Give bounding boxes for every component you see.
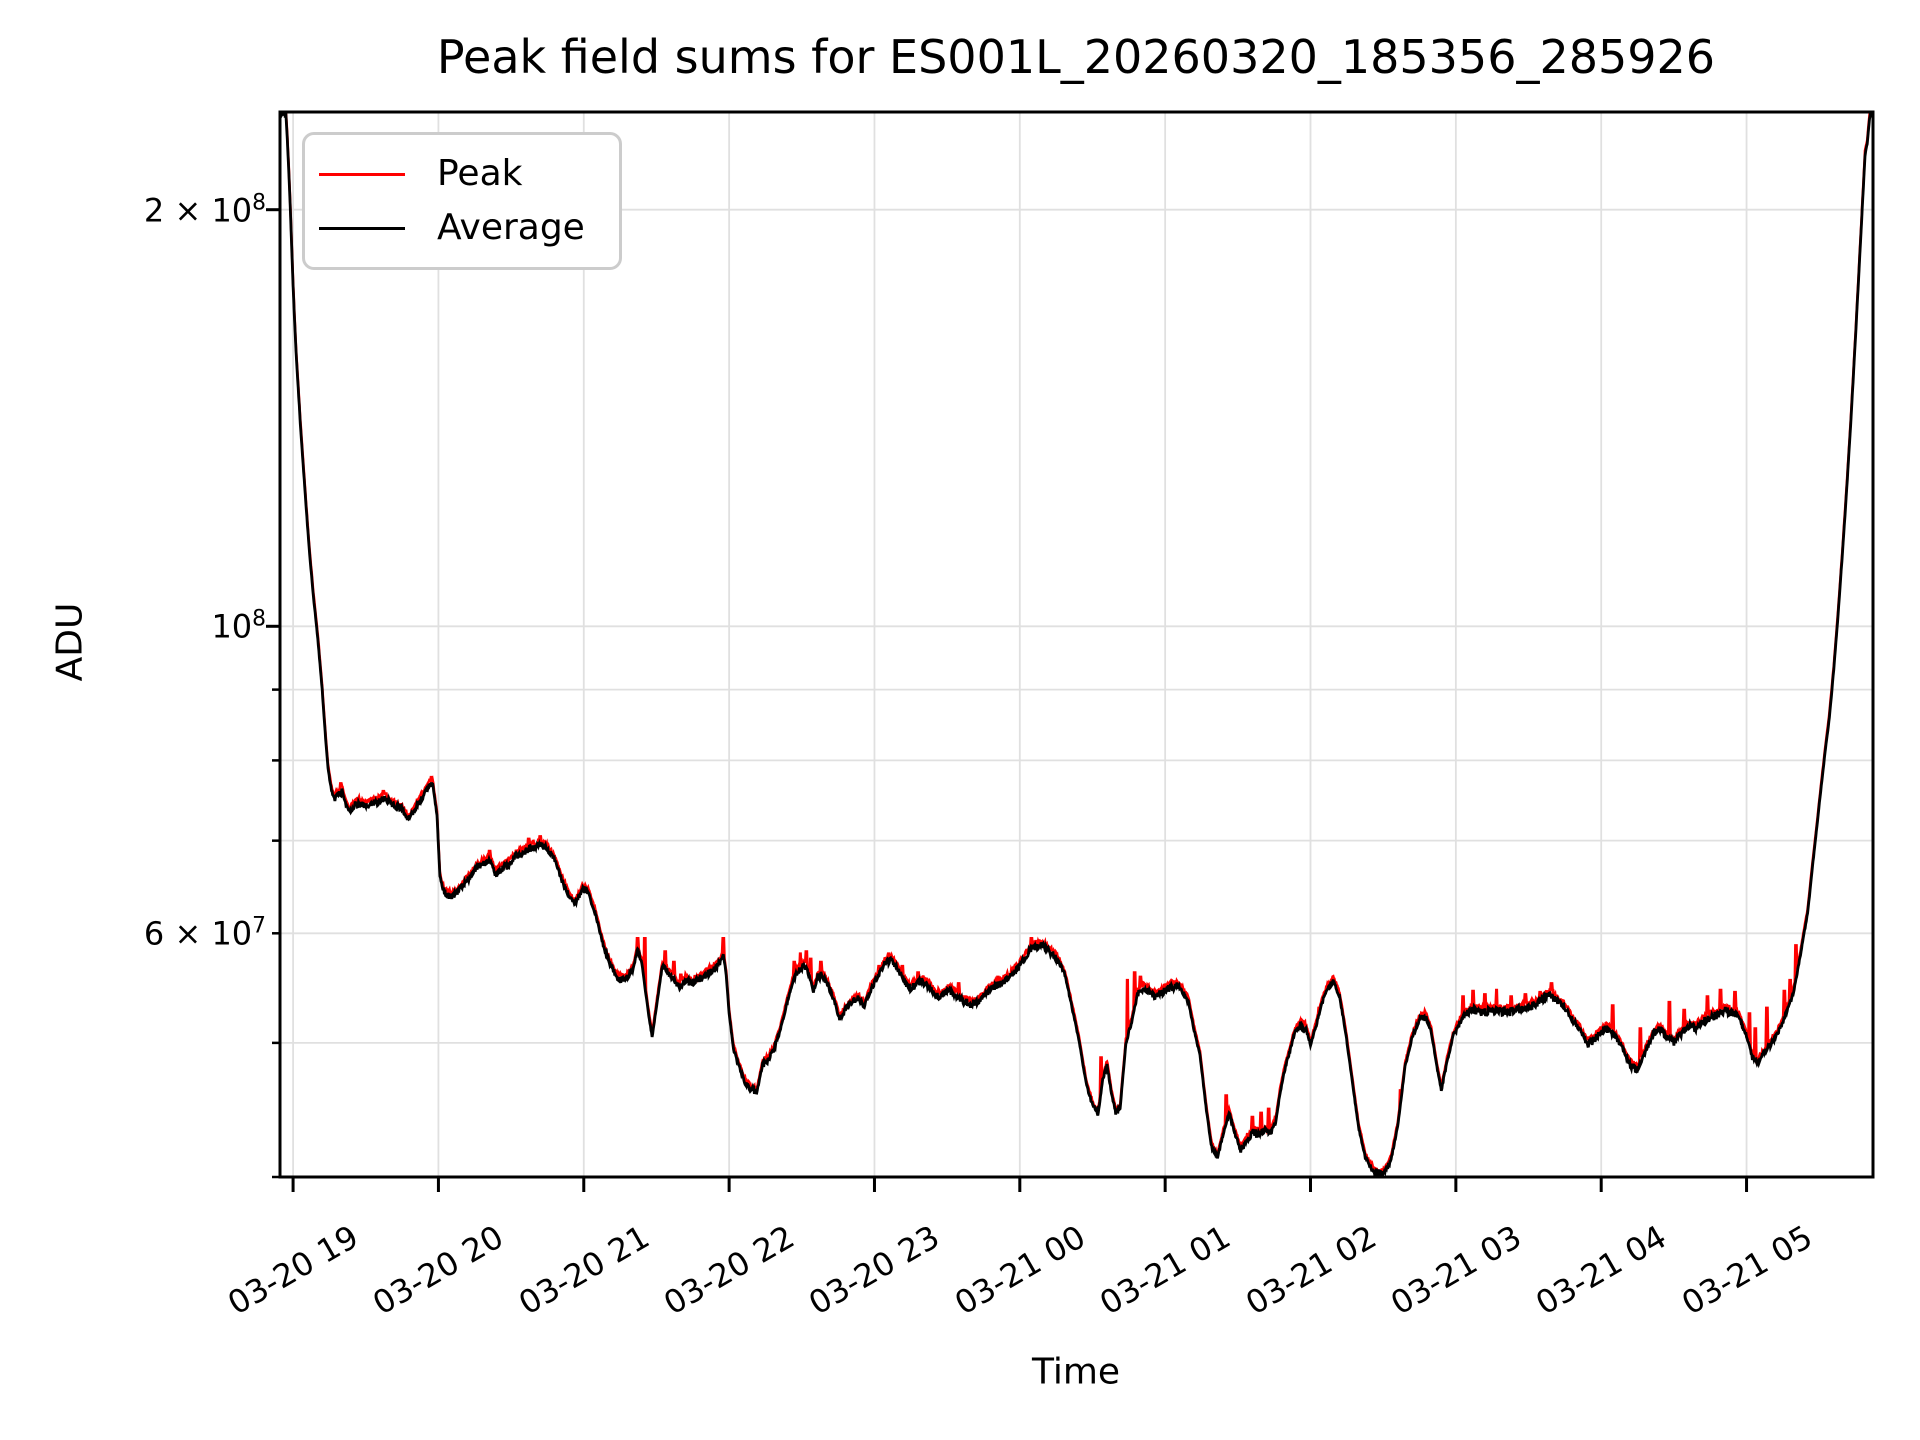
x-axis-label: Time	[1031, 1351, 1121, 1393]
legend-entry-average: Average	[305, 208, 619, 248]
average-line	[281, 112, 1872, 1177]
peak-line-sample	[319, 172, 405, 176]
legend: Peak Average	[302, 132, 622, 270]
chart-title: Peak field sums for ES001L_20260320_1853…	[436, 30, 1716, 84]
legend-label-peak: Peak	[437, 153, 523, 194]
average-line-sample	[319, 226, 405, 230]
legend-label-average: Average	[437, 207, 585, 248]
legend-entry-peak: Peak	[305, 154, 619, 194]
y-axis-label: ADU	[49, 602, 91, 682]
y-tick-label: 108	[211, 606, 266, 646]
plot-frame	[278, 110, 1875, 1179]
y-tick-label: 6 × 107	[143, 913, 266, 953]
y-tick-label: 2 × 108	[143, 190, 266, 230]
